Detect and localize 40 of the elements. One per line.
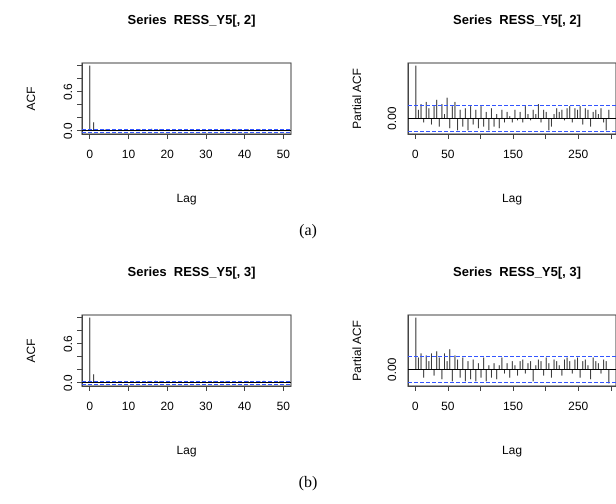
y-tick-label: 0.6 [61, 334, 75, 352]
x-tick-label: 0 [86, 399, 94, 413]
text: 0.00 [385, 357, 399, 382]
x-axis-title: Lag [502, 191, 522, 205]
x-tick-label: 0 [86, 147, 94, 161]
y-axis-title: ACF [24, 338, 38, 362]
x-tick-label: 50 [441, 399, 455, 413]
x-tick-label: 40 [238, 399, 252, 413]
y-tick-label: 0.6 [61, 82, 75, 100]
x-tick-label: 30 [199, 399, 213, 413]
x-axis-title: Lag [176, 191, 197, 205]
x-tick-label: 10 [122, 147, 136, 161]
x-axis-title: Lag [502, 443, 522, 457]
x-tick-label: 50 [276, 147, 290, 161]
text: (b) [298, 474, 318, 492]
x-tick-label: 30 [199, 147, 213, 161]
y-axis-title: Partial ACF [350, 320, 364, 381]
x-tick-label: 20 [160, 399, 174, 413]
x-tick-label: 250 [568, 147, 589, 161]
x-axis-title: Lag [176, 443, 197, 457]
x-tick-label: 150 [502, 399, 524, 413]
x-tick-label: 50 [276, 399, 290, 413]
text: 0.00 [385, 106, 399, 130]
x-tick-label: 40 [238, 147, 252, 161]
y-tick-label: 0.0 [61, 374, 75, 392]
y-axis-title: ACF [24, 86, 38, 110]
x-tick-label: 0 [412, 399, 419, 413]
y-axis-title: Partial ACF [350, 68, 364, 129]
x-tick-label: 50 [441, 147, 455, 161]
chart-title: Series RESS_Y5[, 2] [453, 12, 581, 27]
chart-title: Series RESS_Y5[, 2] [128, 12, 256, 27]
x-tick-label: 250 [568, 399, 589, 413]
text: (a) [298, 222, 318, 240]
y-tick-label: 0.0 [61, 122, 75, 140]
chart-title: Series RESS_Y5[, 3] [453, 264, 581, 279]
x-tick-label: 150 [502, 147, 524, 161]
x-tick-label: 10 [122, 399, 136, 413]
x-tick-label: 20 [160, 147, 174, 161]
chart-title: Series RESS_Y5[, 3] [128, 264, 256, 279]
x-tick-label: 0 [412, 147, 419, 161]
